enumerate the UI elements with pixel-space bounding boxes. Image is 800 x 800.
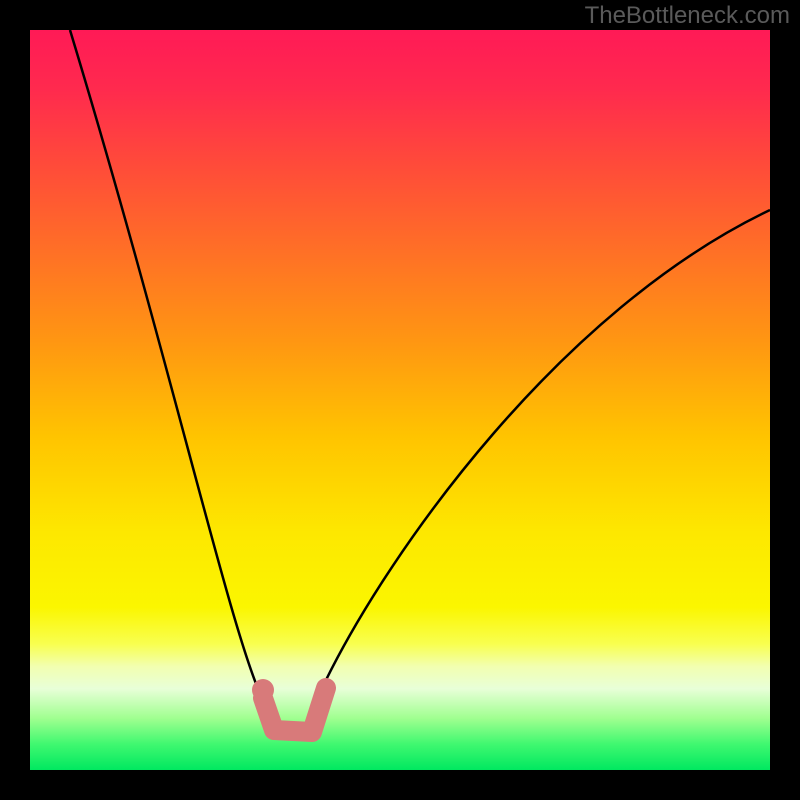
chart-container: TheBottleneck.com	[0, 0, 800, 800]
plot-area	[30, 30, 770, 770]
bottleneck-curve-chart	[30, 30, 770, 770]
watermark-text: TheBottleneck.com	[585, 2, 790, 30]
